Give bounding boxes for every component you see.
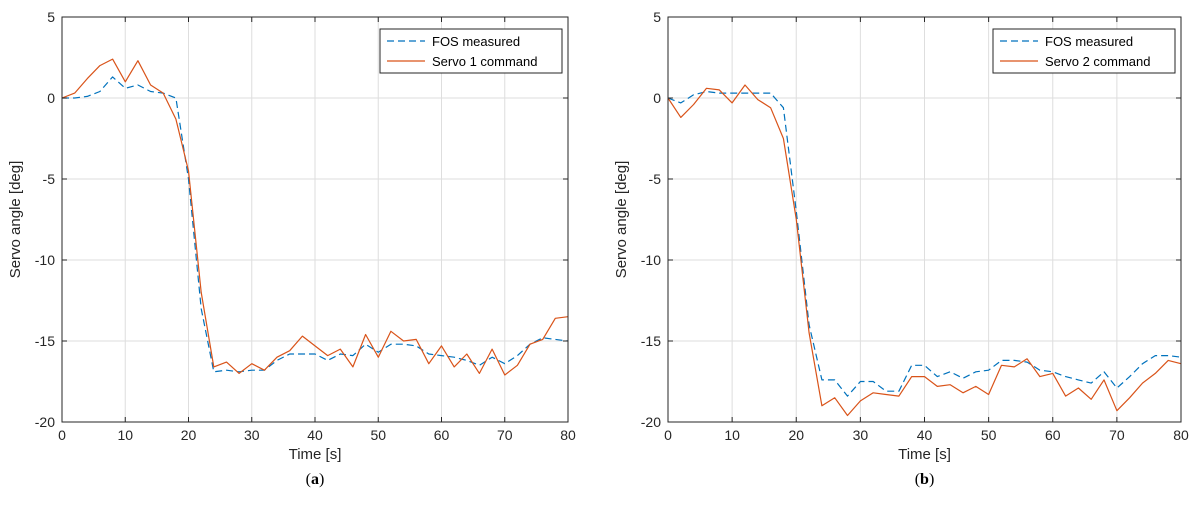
x-tick-label: 80: [1173, 427, 1189, 443]
x-tick-label: 60: [434, 427, 450, 443]
x-tick-label: 10: [724, 427, 740, 443]
legend-label: Servo 2 command: [1045, 54, 1151, 69]
legend-label: FOS measured: [432, 34, 520, 49]
legend: FOS measured Servo 2 command: [992, 28, 1176, 74]
x-tick-label: 40: [307, 427, 323, 443]
y-tick-label: -5: [43, 171, 56, 187]
y-tick-label: -5: [649, 171, 662, 187]
x-tick-label: 0: [664, 427, 672, 443]
legend-box: [992, 28, 1176, 74]
x-axis-label: Time [s]: [898, 446, 951, 463]
y-tick-label: 5: [47, 9, 55, 25]
y-tick-label: -10: [35, 252, 55, 268]
x-tick-label: 30: [853, 427, 869, 443]
legend-label: FOS measured: [1045, 34, 1133, 49]
series-line-servo-command: [667, 84, 1182, 417]
x-tick-label: 70: [497, 427, 513, 443]
y-tick-label: -15: [641, 333, 661, 349]
panel-caption: (b): [915, 471, 935, 488]
y-tick-label: -15: [35, 333, 55, 349]
x-tick-label: 70: [1109, 427, 1125, 443]
y-axis-label: Servo angle [deg]: [613, 161, 630, 279]
legend: FOS measured Servo 1 command: [379, 28, 563, 74]
series-line-fos-measured: [667, 90, 1182, 397]
x-tick-label: 10: [117, 427, 133, 443]
y-tick-label: 0: [47, 90, 55, 106]
legend-box: [379, 28, 563, 74]
y-tick-label: -20: [35, 414, 55, 430]
y-axis-label: Servo angle [deg]: [7, 161, 24, 279]
y-tick-label: -20: [641, 414, 661, 430]
x-tick-label: 30: [244, 427, 260, 443]
x-tick-label: 20: [181, 427, 197, 443]
series-line-fos-measured: [62, 76, 569, 373]
y-tick-label: 0: [653, 90, 661, 106]
legend-label: Servo 1 command: [432, 54, 538, 69]
x-tick-label: 80: [560, 427, 576, 443]
x-tick-label: 50: [370, 427, 386, 443]
x-tick-label: 40: [917, 427, 933, 443]
x-tick-label: 0: [58, 427, 66, 443]
x-tick-label: 50: [981, 427, 997, 443]
x-tick-label: 20: [788, 427, 804, 443]
series-line-servo-command: [61, 58, 569, 376]
x-tick-label: 60: [1045, 427, 1061, 443]
y-tick-label: -10: [641, 252, 661, 268]
y-tick-label: 5: [653, 9, 661, 25]
panel-caption: (a): [306, 471, 325, 488]
x-axis-label: Time [s]: [289, 446, 342, 463]
